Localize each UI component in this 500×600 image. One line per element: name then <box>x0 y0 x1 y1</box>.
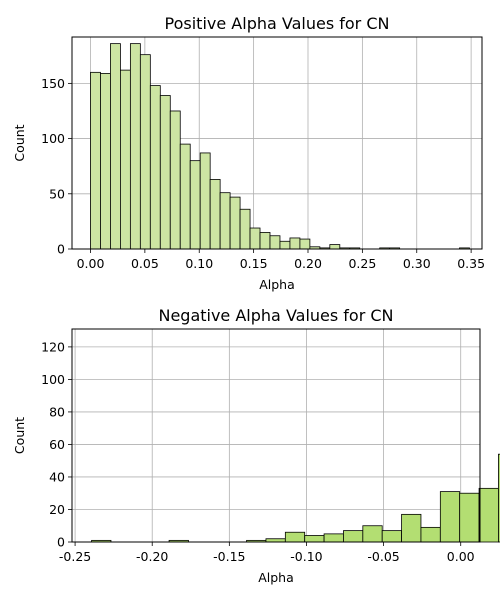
bottom-histogram-bar <box>362 525 383 543</box>
top-histogram-bar <box>209 179 221 250</box>
top-histogram-bar <box>229 196 241 250</box>
bottom-histogram-bar <box>343 530 364 543</box>
top-x-ticks: 0.00 0.05 0.10 0.15 0.20 0.25 0.30 0.35 <box>77 249 485 271</box>
bottom-y-tick-label: 0 <box>57 535 65 550</box>
top-y-ticks: 0 50 100 150 <box>41 76 72 257</box>
top-histogram-panel: 0.00 0.05 0.10 0.15 0.20 0.25 0.30 0.35 0 50 100 1… <box>12 14 485 292</box>
bottom-grid <box>72 329 480 543</box>
top-x-tick-label: 0.15 <box>240 256 268 271</box>
bottom-histogram-bar <box>420 526 441 543</box>
top-histogram-bar <box>259 232 271 250</box>
top-histogram-bar <box>329 244 341 250</box>
top-x-tick-label: 0.10 <box>185 256 213 271</box>
top-histogram-bar <box>179 143 191 250</box>
top-x-tick-label: 0.35 <box>457 256 485 271</box>
top-histogram-bar <box>139 54 151 250</box>
top-histogram-bar <box>299 238 311 250</box>
top-x-tick-label: 0.00 <box>77 256 105 271</box>
bottom-histogram-bar <box>381 530 402 543</box>
bottom-histogram-bar <box>401 513 422 543</box>
top-histogram-bar <box>289 237 301 250</box>
bottom-histogram-bar <box>284 531 306 543</box>
bottom-y-tick-label: 60 <box>49 437 65 452</box>
top-histogram-bar <box>249 227 261 250</box>
bottom-histogram-bar <box>439 491 461 543</box>
top-histogram-bar <box>159 95 171 250</box>
top-histogram-bar <box>110 43 121 250</box>
bottom-x-tick-label: -0.25 <box>59 549 91 564</box>
bottom-chart-title: Negative Alpha Values for CN <box>158 306 393 325</box>
top-histogram-bar <box>129 43 141 250</box>
bottom-histogram-panel: -0.25 -0.20 -0.15 -0.10 -0.05 0.00 0 20 40 60 80 1… <box>12 306 500 585</box>
top-histogram-bar <box>149 85 161 250</box>
bottom-x-tick-label: -0.15 <box>213 549 245 564</box>
top-bars <box>90 43 470 250</box>
top-x-axis-label: Alpha <box>259 277 295 292</box>
top-x-tick-label: 0.30 <box>403 256 431 271</box>
top-chart-title: Positive Alpha Values for CN <box>165 14 390 33</box>
top-histogram-bar <box>100 73 111 250</box>
top-histogram-bar <box>219 192 231 250</box>
bottom-x-tick-label: -0.10 <box>290 549 322 564</box>
top-histogram-bar <box>199 152 211 250</box>
bottom-x-tick-label: -0.20 <box>136 549 168 564</box>
top-x-tick-label: 0.20 <box>294 256 322 271</box>
top-x-tick-label: 0.25 <box>348 256 376 271</box>
top-histogram-bar <box>90 71 101 250</box>
top-histogram-bar <box>189 160 201 250</box>
top-histogram-bar <box>169 110 181 250</box>
bottom-y-tick-label: 80 <box>49 404 65 419</box>
bottom-x-ticks: -0.25 -0.20 -0.15 -0.10 -0.05 0.00 <box>59 542 475 564</box>
top-y-tick-label: 50 <box>49 186 65 201</box>
top-histogram-bar <box>120 69 131 250</box>
bottom-histogram-bar <box>304 535 325 543</box>
bottom-x-axis-label: Alpha <box>258 570 294 585</box>
bottom-histogram-bar <box>459 492 480 543</box>
bottom-y-tick-label: 40 <box>49 469 65 484</box>
top-histogram-bar <box>239 208 251 250</box>
top-y-axis-label: Count <box>12 124 27 161</box>
bottom-y-tick-label: 100 <box>41 372 65 387</box>
bottom-axes-frame <box>71 328 481 543</box>
bottom-x-tick-label: -0.05 <box>367 549 399 564</box>
bottom-y-axis-label: Count <box>12 417 27 454</box>
top-y-tick-label: 100 <box>41 131 65 146</box>
top-y-tick-label: 0 <box>57 242 65 257</box>
top-y-tick-label: 150 <box>41 76 65 91</box>
bottom-histogram-bar <box>498 453 500 543</box>
top-histogram-bar <box>269 235 281 250</box>
bottom-y-ticks: 0 20 40 60 80 100 120 <box>41 339 72 550</box>
bottom-histogram-bar <box>323 533 344 543</box>
top-x-tick-label: 0.05 <box>131 256 159 271</box>
bottom-bars <box>91 453 500 543</box>
top-histogram-bar <box>279 240 291 250</box>
bottom-y-tick-label: 120 <box>41 339 65 354</box>
bottom-histogram-bar <box>478 487 499 543</box>
bottom-x-tick-label: 0.00 <box>447 549 475 564</box>
bottom-y-tick-label: 20 <box>49 502 65 517</box>
top-axes-frame <box>71 36 483 250</box>
